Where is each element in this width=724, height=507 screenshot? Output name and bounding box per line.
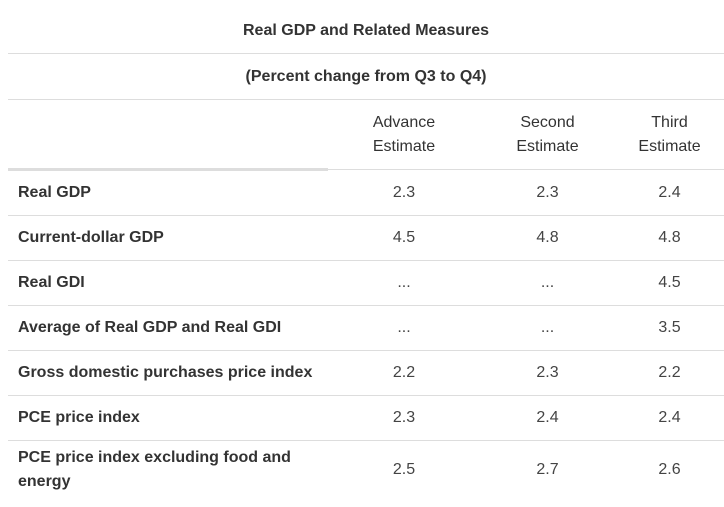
cell-third: 2.2 <box>615 350 724 396</box>
column-header-advance-line2: Estimate <box>372 137 436 155</box>
cell-second: 2.7 <box>536 461 559 478</box>
cell-advance: 2.2 <box>328 350 480 396</box>
row-label: Current-dollar GDP <box>8 215 328 261</box>
gdp-measures-table: Real GDP and Related Measures (Percent c… <box>8 8 724 499</box>
cell-third: 4.5 <box>615 260 724 306</box>
cell-third: 2.4 <box>615 395 724 441</box>
column-header-second: Second Estimate <box>480 99 615 170</box>
table-subtitle: (Percent change from Q3 to Q4) <box>8 53 724 100</box>
column-header-row: Advance Estimate Second Estimate Third E… <box>8 99 724 171</box>
cell-advance: ... <box>328 260 480 306</box>
cell-advance: 2.3 <box>328 169 480 216</box>
table-title-row: Real GDP and Related Measures <box>8 8 724 54</box>
row-label: Gross domestic purchases price index <box>8 350 328 396</box>
table-subtitle-row: (Percent change from Q3 to Q4) <box>8 53 724 100</box>
cell-third: 4.8 <box>615 215 724 261</box>
cell-second: ... <box>480 260 615 306</box>
cell-advance: 2.5 <box>392 461 416 478</box>
cell-advance: 2.3 <box>328 395 480 441</box>
table-row-core-pce: PCE price index excluding food and energ… <box>8 441 724 500</box>
column-header-advance: Advance Estimate <box>328 99 480 170</box>
table-row-gross-domestic-purchases: Gross domestic purchases price index 2.2… <box>8 350 724 396</box>
column-header-third-line2: Estimate <box>638 137 701 155</box>
row-label: PCE price index excluding food and energ… <box>8 441 328 500</box>
column-header-third-line1: Third <box>651 113 688 131</box>
cell-third: 2.4 <box>615 169 724 216</box>
cell-third: 2.6 <box>658 461 681 478</box>
cell-second: ... <box>480 305 615 351</box>
cell-third: 3.5 <box>615 305 724 351</box>
table-row-real-gdi: Real GDI ... ... 4.5 <box>8 260 724 306</box>
table-row-real-gdp: Real GDP 2.3 2.3 2.4 <box>8 169 724 216</box>
column-header-advance-line1: Advance <box>372 113 436 131</box>
column-header-second-line2: Estimate <box>516 137 579 155</box>
table-title: Real GDP and Related Measures <box>8 8 724 54</box>
cell-second: 2.3 <box>480 169 615 216</box>
column-header-third: Third Estimate <box>615 99 724 170</box>
header-blank-cell <box>8 99 328 171</box>
cell-second: 2.4 <box>480 395 615 441</box>
table-row-average-gdp-gdi: Average of Real GDP and Real GDI ... ...… <box>8 305 724 351</box>
table-row-pce-price-index: PCE price index 2.3 2.4 2.4 <box>8 395 724 441</box>
cell-second: 2.3 <box>480 350 615 396</box>
row-label: Real GDP <box>8 169 328 216</box>
row-label-line1: PCE price index excluding food and <box>18 449 291 466</box>
row-label: Average of Real GDP and Real GDI <box>8 305 328 351</box>
row-label: PCE price index <box>8 395 328 441</box>
column-header-second-line1: Second <box>520 113 575 131</box>
cell-advance: ... <box>328 305 480 351</box>
cell-advance: 4.5 <box>328 215 480 261</box>
table-row-current-dollar-gdp: Current-dollar GDP 4.5 4.8 4.8 <box>8 215 724 261</box>
cell-second: 4.8 <box>480 215 615 261</box>
row-label-line2: energy <box>18 473 71 490</box>
row-label: Real GDI <box>8 260 328 306</box>
